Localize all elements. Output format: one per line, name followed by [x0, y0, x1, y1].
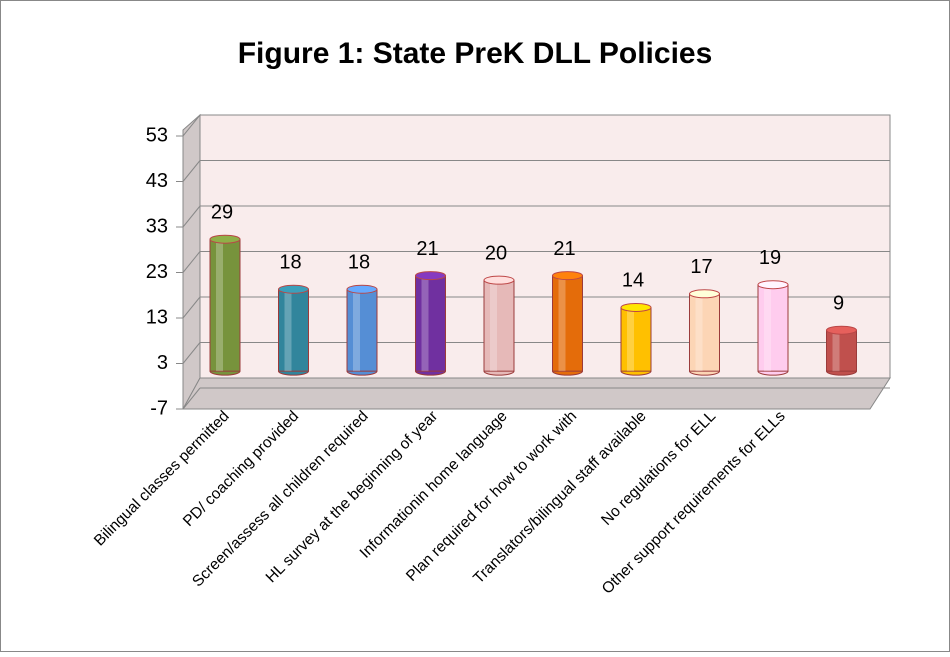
- bar-shine: [558, 275, 566, 372]
- y-tick-label: 43: [146, 170, 168, 192]
- bar: [483, 279, 515, 372]
- value-label: 21: [553, 238, 575, 260]
- value-label: 19: [759, 247, 781, 269]
- value-label: 18: [279, 252, 301, 274]
- bar-shine: [421, 275, 429, 372]
- value-label: 14: [622, 270, 644, 292]
- grid-line-side: [182, 114, 201, 137]
- bar-top: [757, 280, 789, 290]
- bar-shine: [216, 239, 223, 372]
- y-tick-label: 23: [146, 261, 168, 283]
- y-tick-label: -7: [150, 397, 168, 419]
- value-label: 18: [348, 252, 370, 274]
- grid-line-side: [182, 342, 201, 364]
- bar-shine: [353, 289, 360, 372]
- bar-shine: [284, 289, 292, 372]
- bar: [346, 288, 378, 372]
- bar-top: [552, 271, 583, 281]
- bar: [620, 306, 652, 372]
- value-label: 17: [690, 256, 712, 278]
- bar: [757, 284, 789, 372]
- bar: [552, 275, 583, 372]
- floor: [182, 377, 891, 410]
- grid-line-side: [182, 251, 201, 273]
- value-label: 20: [485, 242, 507, 264]
- bar-top: [209, 234, 241, 244]
- bar-shine: [832, 330, 840, 372]
- grid-line-side: [182, 160, 201, 182]
- bar: [278, 288, 309, 372]
- bar-shine: [764, 284, 771, 372]
- bar-shine: [627, 307, 634, 372]
- value-label: 9: [833, 292, 844, 314]
- grid-line-side: [182, 205, 201, 228]
- bar-top: [620, 302, 652, 312]
- grid-line-side: [182, 296, 201, 319]
- bar-top: [689, 289, 720, 299]
- bar-top: [826, 325, 857, 335]
- bar-shine: [490, 280, 497, 372]
- bar: [689, 293, 720, 372]
- bar-shine: [695, 293, 703, 372]
- bar-top: [415, 271, 446, 281]
- bar: [415, 275, 446, 372]
- bar: [826, 329, 857, 372]
- bar-top: [483, 275, 515, 285]
- bar-top: [278, 284, 309, 294]
- bar-top: [346, 284, 378, 294]
- value-label: 21: [416, 238, 438, 260]
- grid-line-side: [182, 387, 201, 410]
- y-tick-label: 3: [157, 352, 168, 374]
- value-label: 29: [211, 201, 233, 223]
- chart-title: Figure 1: State PreK DLL Policies: [238, 37, 713, 70]
- bar: [209, 238, 241, 372]
- y-tick-label: 33: [146, 215, 168, 237]
- y-tick-label: 13: [146, 306, 168, 328]
- y-tick-label: 53: [146, 124, 168, 146]
